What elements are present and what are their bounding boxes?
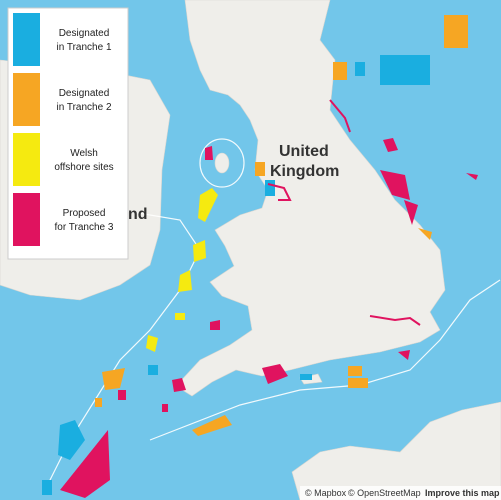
zone — [172, 378, 186, 392]
legend-label: Designated — [59, 28, 110, 39]
zones — [42, 15, 478, 498]
zone — [198, 188, 218, 222]
zone — [148, 365, 158, 375]
boundary — [149, 279, 501, 441]
zone — [192, 415, 232, 436]
zone — [348, 366, 362, 376]
boundary — [44, 209, 201, 491]
zone — [60, 430, 110, 498]
isle-of-man — [214, 152, 230, 174]
zone — [369, 315, 421, 326]
legend-label: offshore sites — [54, 162, 113, 173]
zone — [102, 368, 125, 390]
france — [291, 401, 501, 500]
zone — [466, 173, 478, 180]
legend-items: Designated in Tranche 1 Designated in Tranc… — [13, 13, 114, 246]
legend-label: in Tranche 1 — [56, 42, 111, 53]
place-label: nd — [128, 206, 148, 223]
attribution[interactable]: © Mapbox — [305, 488, 347, 498]
zone — [193, 240, 206, 262]
legend-swatch — [13, 13, 40, 66]
zone — [162, 404, 168, 412]
zone — [146, 335, 158, 352]
zone — [348, 378, 368, 388]
legend-swatch — [13, 193, 40, 246]
zone — [175, 313, 185, 320]
zone — [329, 99, 351, 133]
zone — [398, 350, 410, 360]
legend-label: Proposed — [63, 208, 106, 219]
zone — [333, 62, 347, 80]
attribution[interactable]: Improve this map — [425, 488, 500, 498]
zone — [404, 200, 418, 225]
attribution-bg — [300, 486, 501, 500]
zone — [355, 62, 365, 76]
place-label: United — [279, 143, 329, 160]
zone — [418, 228, 432, 240]
boundary — [199, 138, 245, 188]
zone — [262, 364, 288, 384]
zone — [444, 15, 468, 48]
zone — [178, 270, 192, 292]
legend-label: Designated — [59, 88, 110, 99]
legend-swatch — [13, 73, 40, 126]
zone — [58, 420, 85, 460]
attribution[interactable]: © OpenStreetMap — [348, 488, 421, 498]
zone — [42, 480, 52, 495]
legend-label: for Tranche 3 — [55, 222, 114, 233]
zone — [380, 170, 410, 200]
zone — [267, 183, 292, 201]
zone — [383, 138, 398, 152]
zone — [265, 180, 275, 196]
zone — [300, 374, 312, 380]
zone — [205, 146, 213, 160]
zone — [380, 55, 430, 85]
legend-label: in Tranche 2 — [56, 102, 111, 113]
zone — [95, 398, 102, 407]
zone — [210, 320, 220, 330]
zone — [118, 390, 126, 400]
legend-label: Welsh — [70, 148, 98, 159]
place-label: Kingdom — [270, 163, 339, 180]
legend-swatch — [13, 133, 40, 186]
zone — [255, 162, 265, 176]
